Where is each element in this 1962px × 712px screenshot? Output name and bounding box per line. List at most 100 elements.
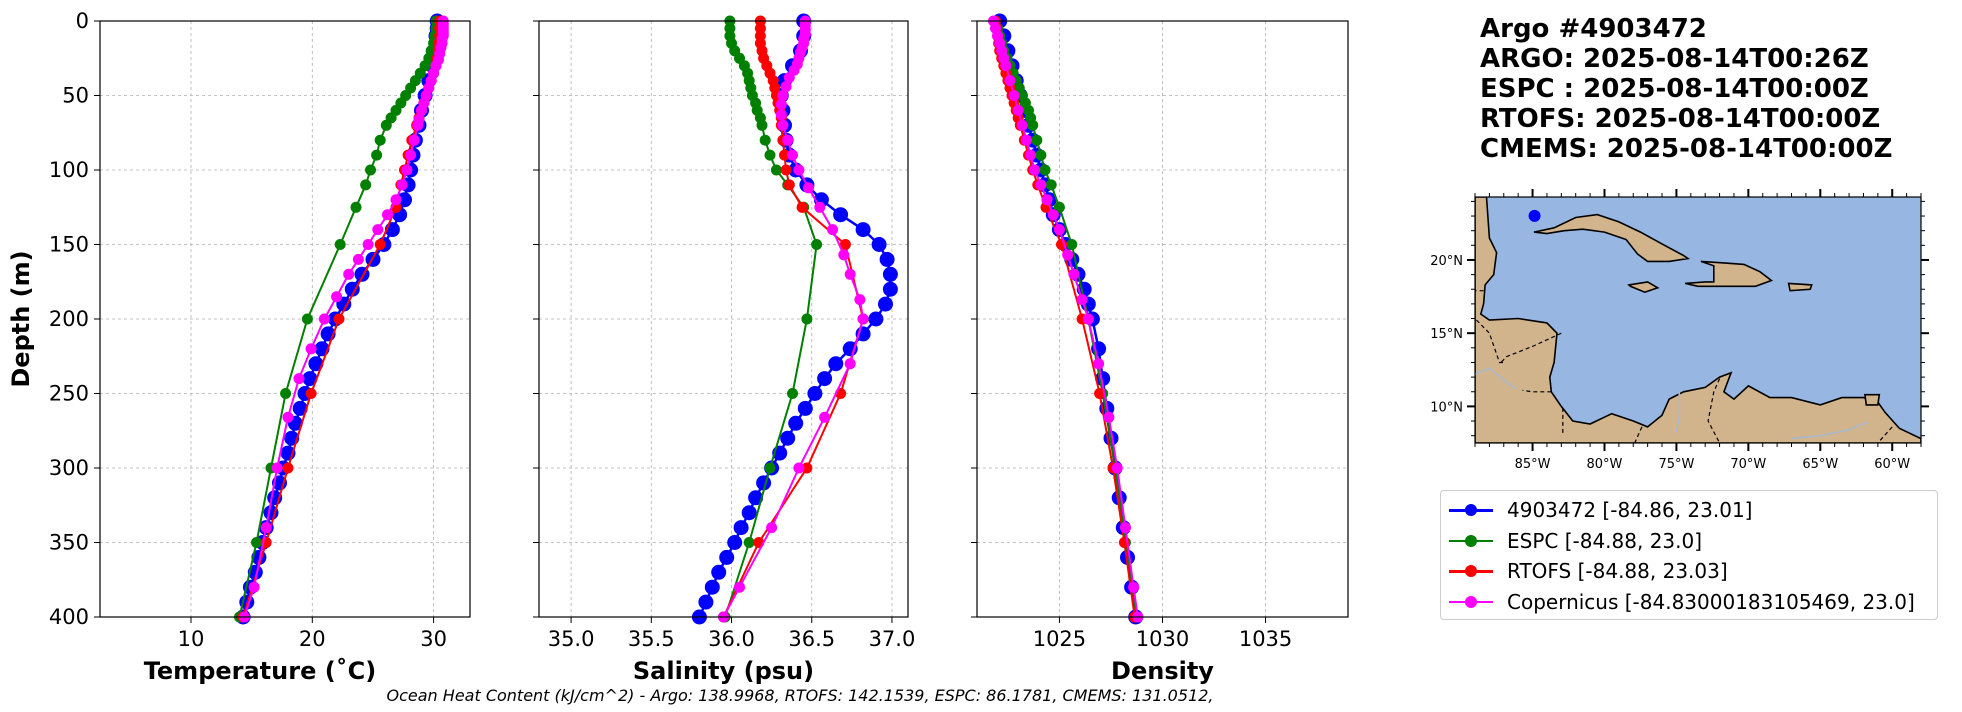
ocean-heat-content-footer: Ocean Heat Content (kJ/cm^2) - Argo: 138… — [386, 686, 1214, 705]
map-land — [1475, 197, 1921, 443]
data-point-copernicus — [814, 201, 826, 213]
data-point-copernicus — [793, 462, 805, 474]
x-tick-label: 1025 — [1033, 627, 1086, 651]
data-point-copernicus — [1128, 581, 1140, 593]
data-point-copernicus — [416, 104, 427, 116]
data-point-espc — [764, 149, 776, 161]
data-point-copernicus — [1008, 90, 1020, 101]
data-point-argo — [733, 520, 749, 536]
legend: 4903472 [-84.86, 23.01] ESPC [-84.88, 23… — [1440, 490, 1938, 620]
data-point-argo — [698, 594, 714, 610]
x-axis-label: Density — [1111, 657, 1214, 685]
data-point-copernicus — [782, 134, 794, 146]
data-point-copernicus — [401, 164, 413, 176]
y-tick-label: 150 — [49, 233, 89, 257]
data-point-copernicus — [734, 581, 745, 593]
data-point-copernicus — [331, 291, 343, 303]
data-point-espc — [1039, 164, 1051, 176]
data-point-copernicus — [1025, 149, 1037, 161]
y-tick-label: 0 — [76, 9, 89, 33]
data-point-copernicus — [775, 109, 787, 121]
data-point-copernicus — [1047, 209, 1059, 221]
data-point-copernicus — [857, 313, 869, 325]
data-point-copernicus — [1029, 164, 1041, 176]
map-lat-label: 10°N — [1430, 400, 1463, 415]
data-point-argo — [833, 207, 849, 223]
series-espc — [234, 15, 442, 623]
data-point-argo — [704, 579, 720, 595]
data-point-espc — [1027, 119, 1039, 131]
data-point-argo — [302, 371, 318, 387]
y-tick-label: 50 — [62, 84, 89, 108]
river — [1475, 367, 1516, 390]
data-point-espc — [787, 388, 798, 399]
data-point-copernicus — [1053, 224, 1065, 236]
data-point-copernicus — [844, 268, 856, 280]
data-point-argo — [727, 535, 743, 550]
river — [1791, 421, 1869, 440]
data-point-espc — [801, 313, 813, 325]
data-point-espc — [743, 537, 755, 548]
data-point-espc — [350, 201, 362, 213]
map-lat-label: 15°N — [1430, 327, 1463, 342]
data-point-copernicus — [819, 411, 831, 423]
data-point-argo — [878, 296, 893, 312]
data-point-espc — [764, 462, 776, 474]
legend-label-espc: ESPC [-84.88, 23.0] — [1507, 528, 1703, 553]
country-border — [1707, 378, 1721, 443]
data-point-argo — [344, 281, 360, 297]
data-point-espc — [759, 134, 771, 146]
data-point-rtofs — [801, 462, 813, 474]
data-point-espc — [334, 239, 346, 250]
title-line-espc-time: ESPC : 2025-08-14T00:00Z — [1480, 74, 1869, 104]
map-lat-label: 20°N — [1430, 254, 1463, 269]
data-point-rtofs — [333, 313, 345, 325]
data-point-copernicus — [1103, 411, 1115, 423]
data-point-rtofs — [783, 179, 795, 191]
legend-entry-rtofs: RTOFS [-84.88, 23.03] — [1441, 556, 1937, 587]
data-point-rtofs — [1094, 388, 1106, 399]
data-point-copernicus — [827, 224, 839, 236]
map-inset: 85°W 80°W 75°W 70°W 65°W 60°W 20°N 15°N 10°N — [1430, 189, 1929, 472]
data-point-copernicus — [1021, 134, 1032, 146]
data-point-copernicus — [1012, 104, 1024, 116]
data-point-copernicus — [362, 239, 374, 250]
x-tick-label: 35.5 — [628, 627, 675, 651]
figure-title: Argo #4903472 ARGO: 2025-08-14T00:26Z ES… — [1480, 14, 1892, 164]
data-point-espc — [770, 164, 782, 176]
map-lon-label: 60°W — [1874, 457, 1910, 472]
data-point-copernicus — [1119, 522, 1131, 534]
profile-panel-1: 10 20 30050100150200250300350400Temperatur… — [7, 9, 471, 685]
x-tick-label: 36.0 — [708, 627, 755, 651]
data-point-rtofs — [780, 164, 792, 176]
coastline — [1684, 260, 1774, 288]
data-point-espc — [371, 149, 383, 161]
data-point-copernicus — [382, 209, 393, 221]
map-lon-label: 70°W — [1730, 457, 1766, 472]
data-point-copernicus — [305, 343, 317, 355]
data-point-rtofs — [305, 388, 317, 399]
data-point-argo — [397, 192, 412, 208]
coastline — [1787, 282, 1813, 292]
data-point-copernicus — [293, 373, 305, 385]
data-point-espc — [811, 239, 823, 250]
data-point-argo — [741, 505, 757, 521]
data-point-argo — [748, 490, 764, 506]
data-point-copernicus — [282, 411, 294, 423]
series-copernicus — [238, 15, 449, 623]
legend-label-rtofs: RTOFS [-84.88, 23.03] — [1507, 559, 1728, 584]
map-lon-label: 85°W — [1515, 457, 1551, 472]
data-point-copernicus — [844, 358, 856, 370]
country-border — [1499, 332, 1562, 365]
y-tick-label: 350 — [49, 531, 89, 555]
data-point-rtofs — [796, 201, 808, 213]
data-point-argo — [882, 281, 898, 297]
data-point-copernicus — [1041, 194, 1053, 206]
data-point-copernicus — [1062, 249, 1074, 261]
data-point-copernicus — [271, 462, 283, 474]
data-point-copernicus — [854, 294, 866, 306]
data-point-copernicus — [775, 98, 787, 110]
data-point-copernicus — [777, 90, 789, 101]
y-tick-label: 100 — [49, 158, 89, 182]
